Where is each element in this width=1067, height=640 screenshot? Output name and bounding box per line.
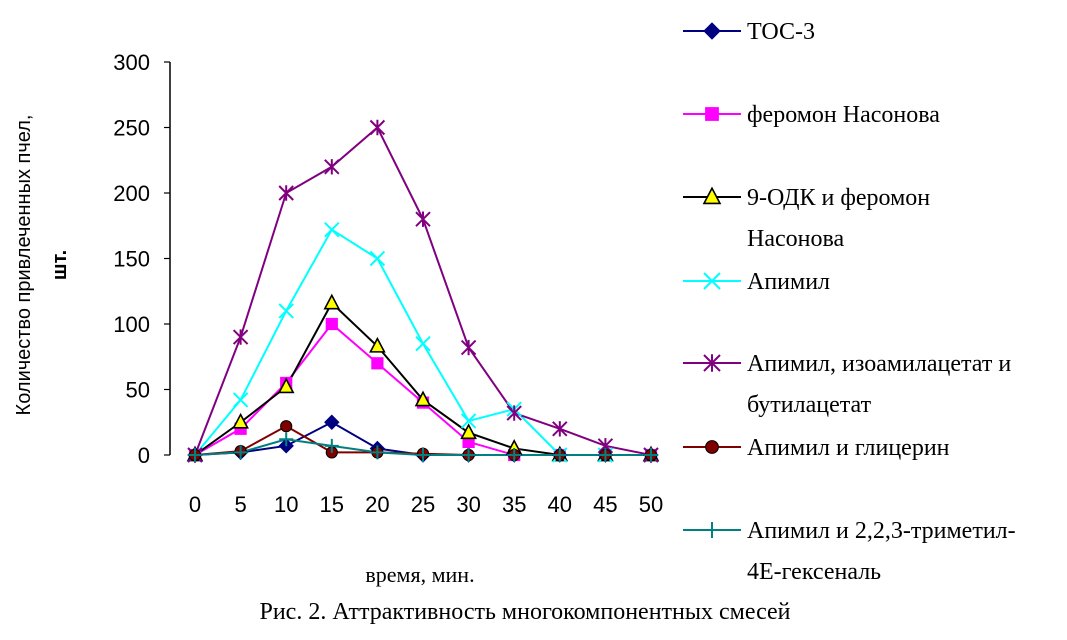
data-point-marker <box>702 186 722 205</box>
y-tick-label: 150 <box>113 247 150 272</box>
data-point-marker <box>369 336 386 353</box>
figure-caption: Рис. 2. Аттрактивность многокомпонентных… <box>259 599 790 625</box>
y-axis-title-line2: шт. <box>49 250 71 280</box>
legend-label: Апимил и 2,2,3-триметил- <box>747 518 1016 544</box>
data-point-marker <box>703 22 721 40</box>
data-point-marker <box>703 272 721 290</box>
data-point-marker <box>277 377 295 394</box>
x-tick-label: 35 <box>502 492 526 517</box>
data-point-marker <box>416 448 430 462</box>
legend-item: 9-ОДК и феромон Насонова <box>683 185 930 252</box>
legend-label: бутилацетат <box>747 392 872 418</box>
y-tick-label: 50 <box>126 378 150 403</box>
data-point-marker <box>232 412 249 429</box>
data-point-marker <box>324 159 340 175</box>
x-tick-label: 25 <box>411 492 435 517</box>
data-point-marker <box>598 448 613 462</box>
series-line <box>194 301 651 456</box>
data-point-marker <box>369 250 386 267</box>
data-point-marker <box>705 440 719 454</box>
y-tick-label: 100 <box>113 312 150 337</box>
legend-label: Апимил, изоамилацетат и <box>747 351 1011 377</box>
data-point-marker <box>279 432 294 447</box>
data-point-marker <box>460 413 477 429</box>
legend-label: феромон Насонова <box>747 102 940 128</box>
series-markers <box>188 432 658 462</box>
y-tick-label: 200 <box>113 181 150 206</box>
data-point-marker <box>280 420 293 433</box>
data-point-marker <box>323 293 341 310</box>
data-point-marker <box>703 354 721 372</box>
legend-item: Апимил и глицерин <box>683 435 950 461</box>
x-tick-label: 30 <box>456 492 480 517</box>
data-point-marker <box>278 185 294 201</box>
data-point-marker <box>415 335 431 352</box>
y-axis-title-line1: Количество привлеченных пчел, <box>13 115 35 416</box>
x-tick-label: 5 <box>234 492 246 517</box>
data-point-marker <box>460 423 477 440</box>
series-markers <box>187 119 659 463</box>
legend-label: Апимил и глицерин <box>747 435 950 461</box>
data-point-marker <box>324 414 340 430</box>
data-point-marker <box>705 107 719 121</box>
data-point-marker <box>415 211 431 227</box>
series-markers <box>187 221 659 463</box>
x-tick-label: 20 <box>365 492 389 517</box>
data-point-marker <box>552 421 568 437</box>
legend-item: ТОС-3 <box>683 19 815 45</box>
x-axis-title: время, мин. <box>365 562 474 587</box>
legend-label: Насонова <box>747 226 844 252</box>
y-tick-label: 300 <box>113 50 150 75</box>
legend-label: 4Е-гексеналь <box>747 559 881 585</box>
data-point-marker <box>188 448 202 462</box>
data-point-marker <box>506 405 522 421</box>
y-tick-labels: 0 50 100 150 200 250 300 <box>113 50 170 468</box>
data-point-marker <box>369 119 386 136</box>
data-point-marker <box>507 448 522 462</box>
y-tick-label: 250 <box>113 116 150 141</box>
x-tick-label: 15 <box>320 492 344 517</box>
legend-label: Апимил <box>747 269 830 295</box>
data-point-marker <box>278 303 294 319</box>
legend-item: Апимил <box>683 269 830 295</box>
legend: ТОС-3 феромон Насонова 9-ОДК и феромон Насо… <box>683 19 1016 585</box>
x-tick-label: 45 <box>593 492 617 517</box>
legend-item: Апимил и 2,2,3-триметил- 4Е-гексеналь <box>683 518 1016 585</box>
legend-item: Апимил, изоамилацетат и бутилацетат <box>683 351 1011 418</box>
x-tick-label: 0 <box>189 492 201 517</box>
x-tick-label: 50 <box>639 492 663 517</box>
y-axis-title: Количество привлеченных пчел, шт. <box>13 115 71 416</box>
x-tick-label: 40 <box>548 492 572 517</box>
data-point-marker <box>461 448 476 462</box>
data-point-marker <box>552 448 567 462</box>
x-tick-label: 10 <box>274 492 298 517</box>
data-point-marker <box>644 448 658 462</box>
data-point-marker <box>232 329 249 345</box>
data-point-marker <box>324 438 339 453</box>
data-point-marker <box>324 221 340 238</box>
x-tick-labels: 0 5 10 15 20 25 30 35 40 45 50 <box>189 492 663 517</box>
data-point-marker <box>232 392 249 408</box>
legend-label: 9-ОДК и феромон <box>747 185 930 211</box>
data-point-marker <box>370 445 385 460</box>
legend-item: феромон Насонова <box>683 102 940 128</box>
data-point-marker <box>371 357 384 370</box>
y-tick-label: 0 <box>138 443 150 468</box>
series-markers <box>186 293 660 462</box>
data-point-marker <box>704 522 720 538</box>
data-point-marker <box>460 339 477 356</box>
data-point-marker <box>325 317 338 331</box>
marker-layer <box>186 119 660 463</box>
legend-label: ТОС-3 <box>747 19 815 45</box>
data-point-marker <box>233 445 248 460</box>
data-point-marker <box>414 390 432 407</box>
